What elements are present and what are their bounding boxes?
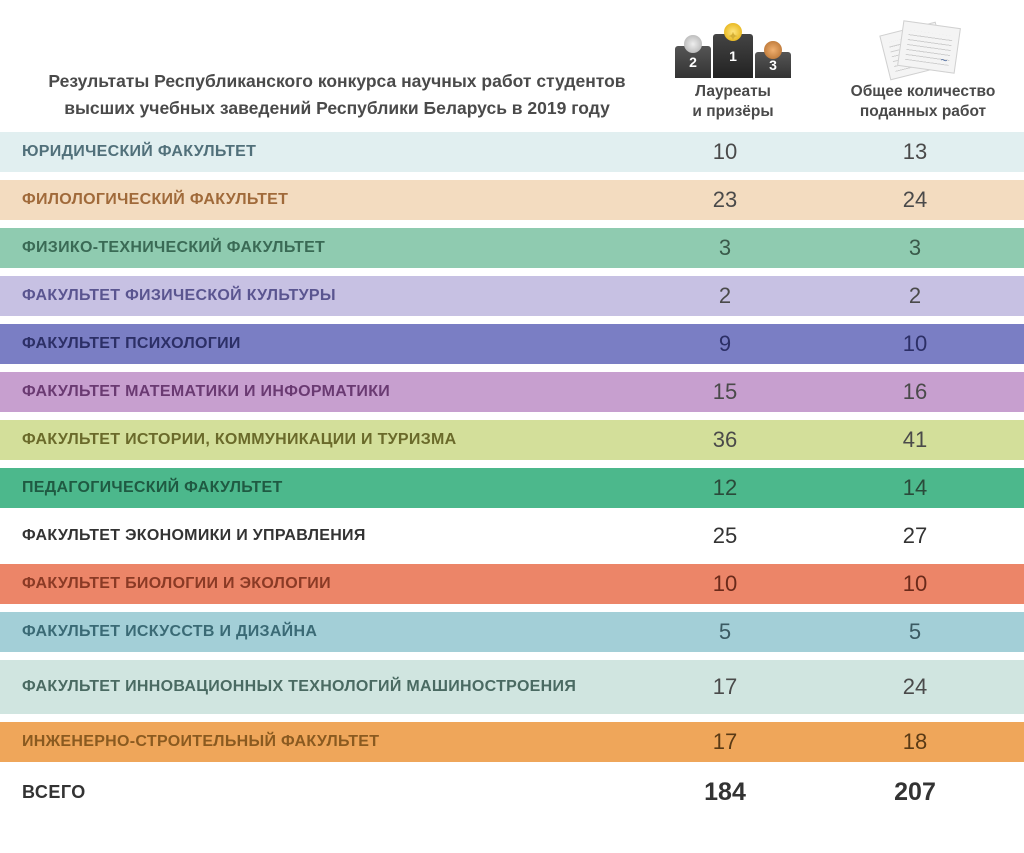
- faculty-name: ФАКУЛЬТЕТ ИННОВАЦИОННЫХ ТЕХНОЛОГИЙ МАШИН…: [0, 678, 630, 696]
- table-row: ПЕДАГОГИЧЕСКИЙ ФАКУЛЬТЕТ1214: [0, 468, 1024, 508]
- value-laureates: 9: [630, 331, 820, 357]
- value-laureates: 15: [630, 379, 820, 405]
- header: Результаты Республиканского конкурса нау…: [0, 0, 1024, 132]
- table-row: ЮРИДИЧЕСКИЙ ФАКУЛЬТЕТ1013: [0, 132, 1024, 172]
- value-laureates: 3: [630, 235, 820, 261]
- value-laureates: 2: [630, 283, 820, 309]
- table-row: ФИЗИКО-ТЕХНИЧЕСКИЙ ФАКУЛЬТЕТ33: [0, 228, 1024, 268]
- faculty-name: ФАКУЛЬТЕТ ЭКОНОМИКИ И УПРАВЛЕНИЯ: [0, 527, 630, 545]
- value-laureates: 25: [630, 523, 820, 549]
- column-header-total: ~ Общее количество поданных работ: [828, 14, 1018, 122]
- value-submitted: 10: [820, 331, 1010, 357]
- table-row: ФАКУЛЬТЕТ ИСКУССТВ И ДИЗАЙНА55: [0, 612, 1024, 652]
- table-row: ФАКУЛЬТЕТ ИННОВАЦИОННЫХ ТЕХНОЛОГИЙ МАШИН…: [0, 660, 1024, 714]
- value-laureates: 17: [630, 729, 820, 755]
- total-row: ВСЕГО 184 207: [0, 770, 1024, 819]
- column-header-label: Общее количество: [851, 83, 996, 100]
- value-laureates: 23: [630, 187, 820, 213]
- table-row: ФАКУЛЬТЕТ БИОЛОГИИ И ЭКОЛОГИИ1010: [0, 564, 1024, 604]
- value-submitted: 10: [820, 571, 1010, 597]
- value-submitted: 24: [820, 674, 1010, 700]
- column-header-laureates: 2 ✦1 3 Лауреаты и призёры: [638, 14, 828, 122]
- value-submitted: 24: [820, 187, 1010, 213]
- value-submitted: 27: [820, 523, 1010, 549]
- total-value-laureates: 184: [630, 778, 820, 807]
- faculty-name: ФАКУЛЬТЕТ ФИЗИЧЕСКОЙ КУЛЬТУРЫ: [0, 287, 630, 305]
- table-row: ИНЖЕНЕРНО-СТРОИТЕЛЬНЫЙ ФАКУЛЬТЕТ1718: [0, 722, 1024, 762]
- table-row: ФАКУЛЬТЕТ ФИЗИЧЕСКОЙ КУЛЬТУРЫ22: [0, 276, 1024, 316]
- faculty-name: ФИЗИКО-ТЕХНИЧЕСКИЙ ФАКУЛЬТЕТ: [0, 239, 630, 257]
- podium-icon: 2 ✦1 3: [673, 18, 793, 78]
- column-header-label: Лауреаты: [695, 83, 771, 100]
- value-submitted: 2: [820, 283, 1010, 309]
- table-row: ФАКУЛЬТЕТ ИСТОРИИ, КОММУНИКАЦИИ И ТУРИЗМ…: [0, 420, 1024, 460]
- value-submitted: 14: [820, 475, 1010, 501]
- results-table-infographic: Результаты Республиканского конкурса нау…: [0, 0, 1024, 819]
- faculty-name: ИНЖЕНЕРНО-СТРОИТЕЛЬНЫЙ ФАКУЛЬТЕТ: [0, 733, 630, 751]
- value-laureates: 10: [630, 571, 820, 597]
- value-submitted: 3: [820, 235, 1010, 261]
- table-body: ЮРИДИЧЕСКИЙ ФАКУЛЬТЕТ1013ФИЛОЛОГИЧЕСКИЙ …: [0, 132, 1024, 762]
- value-submitted: 5: [820, 619, 1010, 645]
- table-row: ФАКУЛЬТЕТ ПСИХОЛОГИИ910: [0, 324, 1024, 364]
- table-row: ФАКУЛЬТЕТ ЭКОНОМИКИ И УПРАВЛЕНИЯ2527: [0, 516, 1024, 556]
- value-laureates: 5: [630, 619, 820, 645]
- value-submitted: 41: [820, 427, 1010, 453]
- total-label: ВСЕГО: [0, 782, 630, 803]
- faculty-name: ЮРИДИЧЕСКИЙ ФАКУЛЬТЕТ: [0, 143, 630, 161]
- faculty-name: ФАКУЛЬТЕТ ИСКУССТВ И ДИЗАЙНА: [0, 623, 630, 641]
- faculty-name: ФИЛОЛОГИЧЕСКИЙ ФАКУЛЬТЕТ: [0, 191, 630, 209]
- value-submitted: 18: [820, 729, 1010, 755]
- value-laureates: 12: [630, 475, 820, 501]
- value-submitted: 13: [820, 139, 1010, 165]
- faculty-name: ПЕДАГОГИЧЕСКИЙ ФАКУЛЬТЕТ: [0, 479, 630, 497]
- total-value-submitted: 207: [820, 778, 1010, 807]
- value-laureates: 36: [630, 427, 820, 453]
- faculty-name: ФАКУЛЬТЕТ ИСТОРИИ, КОММУНИКАЦИИ И ТУРИЗМ…: [0, 431, 630, 449]
- value-laureates: 17: [630, 674, 820, 700]
- table-row: ФАКУЛЬТЕТ МАТЕМАТИКИ И ИНФОРМАТИКИ1516: [0, 372, 1024, 412]
- faculty-name: ФАКУЛЬТЕТ МАТЕМАТИКИ И ИНФОРМАТИКИ: [0, 383, 630, 401]
- papers-icon: ~: [878, 18, 968, 78]
- table-row: ФИЛОЛОГИЧЕСКИЙ ФАКУЛЬТЕТ2324: [0, 180, 1024, 220]
- value-laureates: 10: [630, 139, 820, 165]
- value-submitted: 16: [820, 379, 1010, 405]
- page-title: Результаты Республиканского конкурса нау…: [46, 68, 638, 122]
- column-header-label: и призёры: [692, 103, 773, 120]
- column-header-label: поданных работ: [860, 103, 986, 120]
- faculty-name: ФАКУЛЬТЕТ ПСИХОЛОГИИ: [0, 335, 630, 353]
- faculty-name: ФАКУЛЬТЕТ БИОЛОГИИ И ЭКОЛОГИИ: [0, 575, 630, 593]
